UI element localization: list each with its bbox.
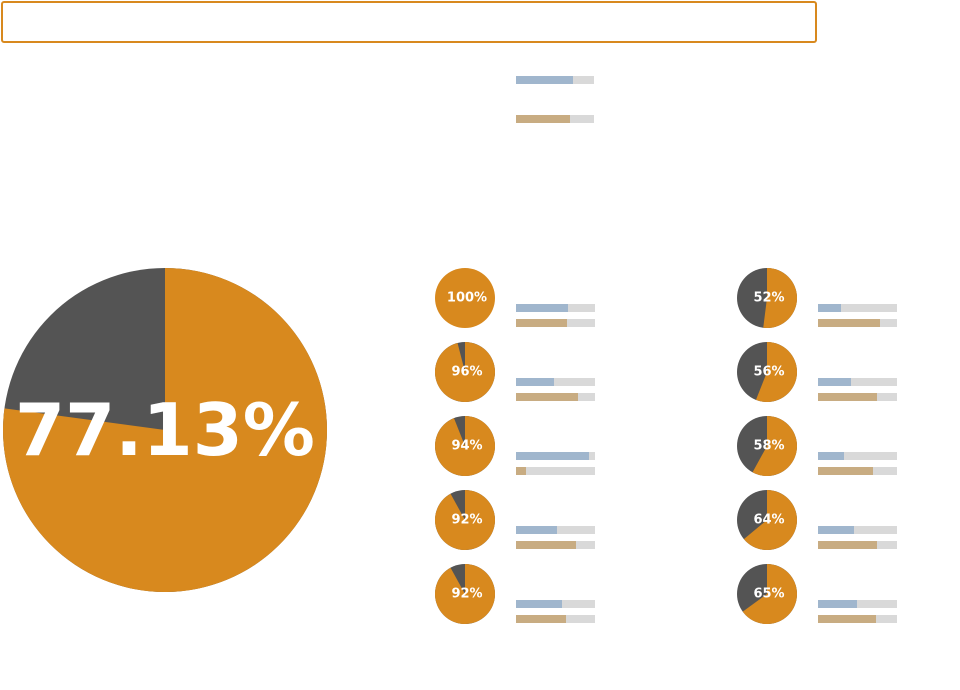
legend-bar-2-fill: [516, 115, 570, 123]
pie-1-label: 100%: [447, 291, 487, 306]
pie-2-bar-b-fill: [516, 393, 578, 401]
legend-bar-1-fill: [516, 76, 573, 84]
pie-6-slice-value: [763, 268, 798, 328]
pie-9-bar-b-track: [818, 541, 897, 549]
pie-4-bar-b-track: [516, 541, 595, 549]
pie-6-label: 52%: [753, 291, 784, 306]
pie-7-slice-value: [755, 342, 798, 402]
pie-5-label: 92%: [451, 587, 482, 602]
pie-1-bar-a-fill: [516, 304, 569, 312]
pie-7-bar-b-track: [818, 393, 897, 401]
pie-5-bar-b-track: [516, 615, 595, 623]
pie-4-label: 92%: [451, 513, 482, 528]
pie-8-bar-a-track: [818, 452, 897, 460]
pie-2-bar-a-track: [516, 378, 595, 386]
pie-3: 94%: [435, 416, 496, 477]
pie-7-bar-b-fill: [818, 393, 877, 401]
pie-9: 64%: [737, 490, 797, 550]
pie-1-bar-b-fill: [516, 319, 568, 327]
pie-9-label: 64%: [753, 513, 784, 528]
pie-8: 58%: [737, 416, 798, 477]
pie-10-bar-a-fill: [818, 600, 857, 608]
pie-8-bar-a-fill: [818, 452, 845, 460]
pie-7-bar-a-track: [818, 378, 897, 386]
pie-10-bar-a-track: [818, 600, 897, 608]
pie-3-bar-b-fill: [516, 467, 527, 475]
pie-2-bar-a-fill: [516, 378, 554, 386]
pie-6: 52%: [737, 268, 798, 328]
pie-2-slice-value: [434, 342, 495, 402]
legend-bar-1-track: [516, 76, 594, 84]
pie-6-bar-a-fill: [818, 304, 841, 312]
pie-5: 92%: [435, 564, 496, 625]
pie-10-label: 65%: [753, 587, 784, 602]
pie-6-bar-b-fill: [818, 319, 880, 327]
pie-6-bar-a-track: [818, 304, 897, 312]
pie-4-slice-value: [435, 490, 496, 551]
pie-2: 96%: [434, 342, 495, 402]
pie-2-label: 96%: [451, 365, 482, 380]
pie-1-bar-b-track: [516, 319, 595, 327]
pie-3-bar-b-track: [516, 467, 595, 475]
pie-9-bar-b-fill: [818, 541, 878, 549]
pie-5-bar-b-fill: [516, 615, 566, 623]
pie-8-bar-b-fill: [818, 467, 874, 475]
title-box: [1, 1, 817, 43]
pie-10-slice-value: [742, 564, 798, 624]
pie-4-bar-a-track: [516, 526, 595, 534]
pie-3-bar-a-track: [516, 452, 595, 460]
main-pie-slice-value: [3, 267, 328, 592]
pie-9-bar-a-fill: [818, 526, 855, 534]
pie-3-label: 94%: [451, 439, 482, 454]
pie-8-slice-value: [752, 416, 798, 477]
pie-3-bar-a-fill: [516, 452, 589, 460]
pie-9-bar-a-track: [818, 526, 897, 534]
pie-9-slice-value: [743, 490, 797, 550]
pie-5-slice-value: [435, 564, 496, 625]
pie-5-bar-a-fill: [516, 600, 562, 608]
pie-4: 92%: [435, 490, 496, 551]
pie-10-bar-b-fill: [818, 615, 876, 623]
pie-5-bar-a-track: [516, 600, 595, 608]
pie-1-bar-a-track: [516, 304, 595, 312]
pie-7-label: 56%: [753, 365, 784, 380]
pie-1-slice-value: [435, 268, 495, 328]
pie-7-bar-a-fill: [818, 378, 852, 386]
pie-3-slice-value: [435, 416, 496, 477]
pie-6-bar-b-track: [818, 319, 897, 327]
pie-8-bar-b-track: [818, 467, 897, 475]
pie-4-bar-b-fill: [516, 541, 576, 549]
legend-bar-2-track: [516, 115, 594, 123]
main-pie: 77.13%: [3, 267, 328, 592]
pie-2-bar-b-track: [516, 393, 595, 401]
pie-7: 56%: [737, 342, 798, 402]
pie-4-bar-a-fill: [516, 526, 558, 534]
pie-10: 65%: [737, 564, 798, 624]
pie-1: 100%: [435, 268, 495, 328]
pie-8-label: 58%: [753, 439, 784, 454]
main-pie-label: 77.13%: [15, 388, 315, 472]
pie-10-bar-b-track: [818, 615, 897, 623]
